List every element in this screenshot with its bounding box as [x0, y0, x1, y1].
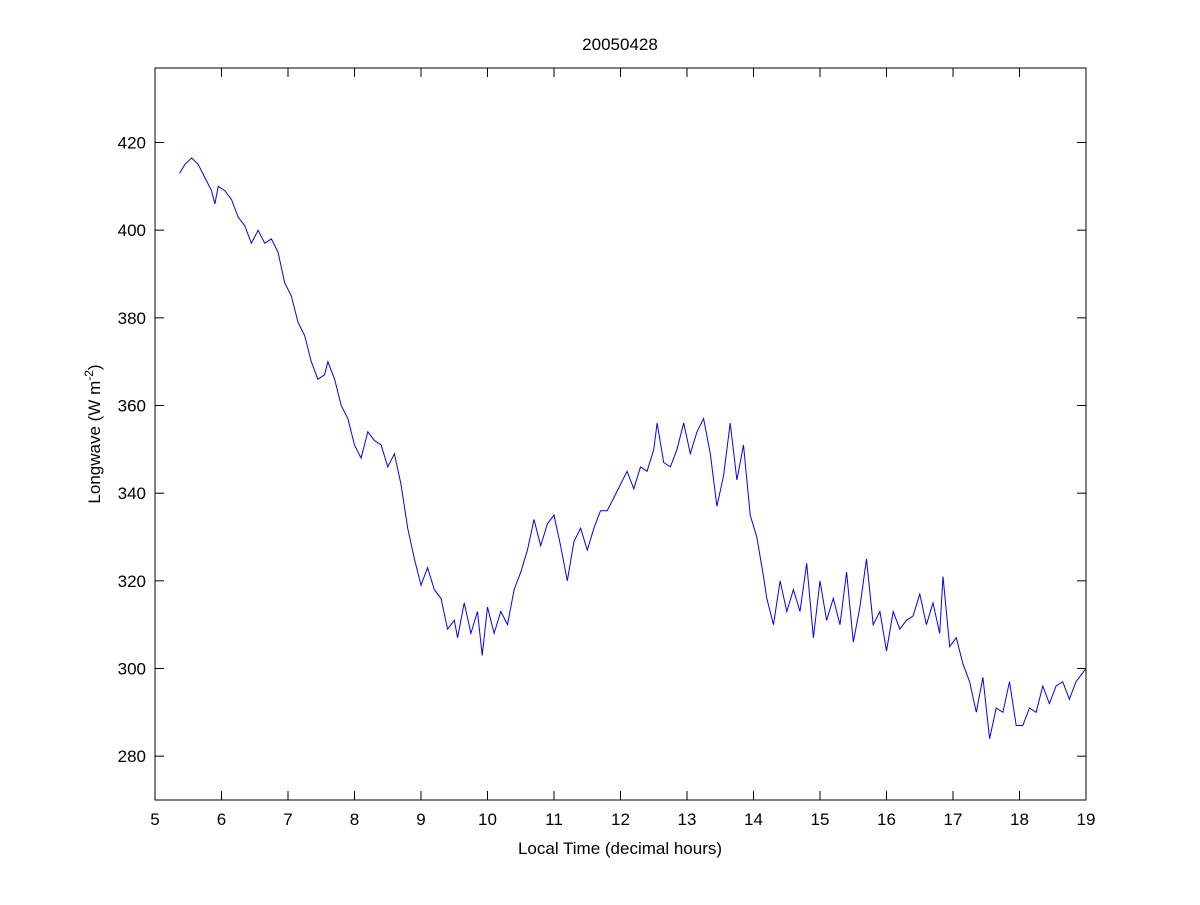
x-tick-label: 10	[478, 810, 497, 829]
x-tick-label: 6	[217, 810, 226, 829]
y-tick-label: 340	[118, 484, 146, 503]
x-tick-label: 15	[811, 810, 830, 829]
x-tick-label: 13	[678, 810, 697, 829]
y-tick-label: 420	[118, 134, 146, 153]
series-line	[179, 157, 1087, 739]
x-tick-label: 12	[611, 810, 630, 829]
x-tick-label: 16	[877, 810, 896, 829]
y-axis-label: Longwave (W m-2)	[82, 364, 104, 503]
x-tick-label: 14	[744, 810, 763, 829]
y-tick-label: 380	[118, 309, 146, 328]
x-tick-label: 8	[350, 810, 359, 829]
chart-title: 20050428	[582, 35, 658, 54]
y-tick-label: 300	[118, 660, 146, 679]
x-axis-label: Local Time (decimal hours)	[518, 839, 722, 858]
y-tick-label: 360	[118, 397, 146, 416]
y-tick-label: 320	[118, 572, 146, 591]
x-tick-label: 18	[1010, 810, 1029, 829]
y-tick-label: 280	[118, 747, 146, 766]
x-tick-label: 7	[283, 810, 292, 829]
y-tick-label: 400	[118, 221, 146, 240]
x-tick-label: 9	[416, 810, 425, 829]
x-tick-label: 17	[944, 810, 963, 829]
x-tick-label: 11	[545, 810, 563, 829]
plot-area	[154, 67, 1087, 801]
x-tick-label: 5	[150, 810, 159, 829]
x-tick-label: 19	[1077, 810, 1096, 829]
